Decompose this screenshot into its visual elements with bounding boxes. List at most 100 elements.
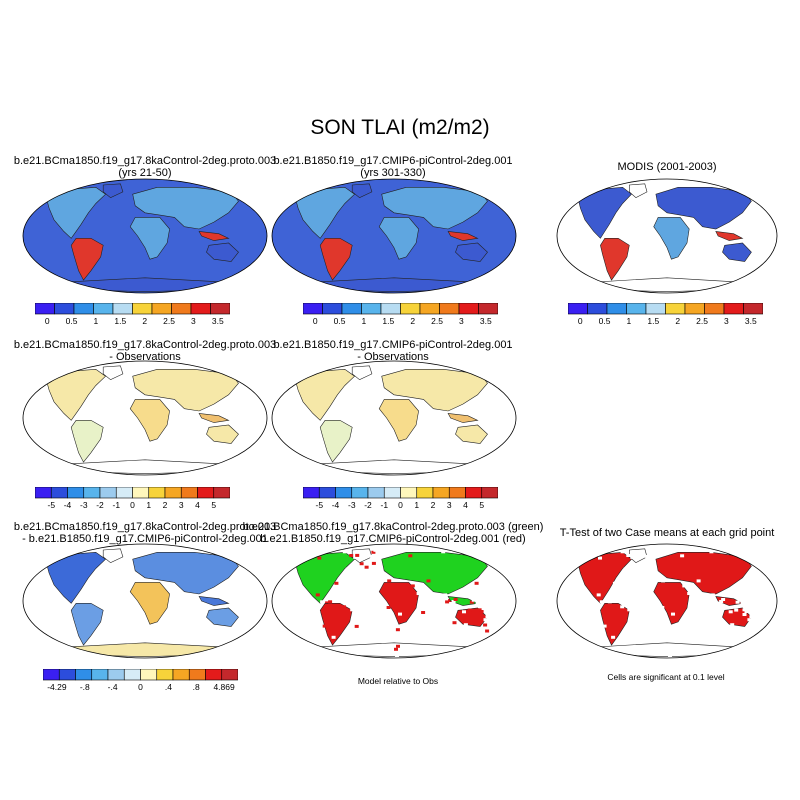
colorbar-tick-label: 0 — [130, 500, 135, 510]
grid-cell — [354, 624, 359, 628]
grid-cell — [371, 550, 376, 554]
colorbar-swatch — [148, 487, 166, 499]
continent-greenland — [351, 183, 373, 199]
colorbar-swatch — [341, 303, 362, 315]
colorbar-tick-label: 3 — [459, 316, 464, 326]
grid-cell — [386, 606, 391, 609]
grid-cell — [741, 651, 745, 655]
grid-cell — [452, 621, 457, 625]
grid-cell — [742, 645, 747, 649]
grid-cell — [476, 648, 481, 652]
colorbar-swatch — [743, 303, 763, 315]
colorbar-swatch — [351, 487, 369, 499]
colorbar-tick-label: 3 — [724, 316, 729, 326]
grid-cell — [607, 600, 612, 604]
grid-cell — [740, 648, 745, 652]
grid-cell — [631, 563, 636, 567]
continent-samerica — [319, 237, 353, 281]
colorbar-swatch — [704, 303, 725, 315]
grid-cell — [742, 613, 747, 616]
grid-cell — [369, 554, 374, 558]
colorbar-tick-label: 2 — [142, 316, 148, 326]
continent-africa — [378, 582, 419, 625]
grid-cell — [733, 587, 738, 591]
colorbar-tick-label: 5 — [211, 500, 217, 510]
colorbar-swatch — [132, 303, 153, 315]
grid-cell — [477, 657, 482, 658]
grid-cell — [353, 555, 358, 559]
grid-cell — [719, 600, 724, 603]
continent-eurasia — [381, 187, 488, 230]
grid-cell — [632, 624, 636, 628]
grid-cell — [394, 647, 398, 651]
colorbar-swatch — [439, 303, 460, 315]
grid-cell — [742, 608, 747, 612]
colorbar-swatch — [115, 487, 133, 499]
grid-cell — [671, 612, 675, 616]
colorbar-swatch — [458, 303, 479, 315]
grid-cell — [599, 600, 604, 604]
colorbar-p4: -5 -4 -3 -2 -1 0 1 2 3 4 5 — [35, 487, 230, 511]
colorbar-tick-label: 1.5 — [114, 316, 127, 326]
continent-eurasia — [132, 187, 239, 230]
grid-cell — [328, 600, 333, 604]
colorbar-swatch — [221, 669, 238, 681]
colorbar-swatch — [197, 487, 215, 499]
grid-cell — [483, 623, 488, 627]
colorbar-tick-label: -4 — [331, 500, 340, 510]
continent-samerica — [70, 237, 104, 281]
grid-cell — [316, 604, 321, 608]
map-panel-p3 — [556, 178, 778, 294]
continent-samerica — [319, 602, 353, 646]
colorbar-p2: 0 0.5 1 1.5 2 2.5 3 3.5 — [303, 303, 498, 327]
colorbar-swatch — [380, 303, 401, 315]
grid-cell — [747, 623, 752, 627]
grid-cell — [373, 548, 378, 552]
grid-cell — [355, 563, 360, 567]
colorbar-tick-label: 0.5 — [65, 316, 78, 326]
colorbar-tick-label: 5 — [479, 500, 485, 510]
colorbar-swatch — [213, 487, 230, 499]
continent-greenland — [102, 365, 124, 381]
colorbar-tick-label: -2 — [96, 500, 104, 510]
colorbar-tick-label: 2 — [410, 316, 416, 326]
grid-cell — [398, 612, 402, 616]
colorbar-tick-label: -1 — [380, 500, 389, 510]
continent-greenland — [102, 183, 124, 199]
grid-cell — [410, 584, 415, 588]
grid-cell — [660, 606, 665, 609]
continent-samerica — [319, 419, 353, 463]
grid-cell — [712, 600, 717, 604]
colorbar-swatch — [190, 303, 211, 315]
colorbar-swatch — [568, 303, 588, 315]
map-outline — [271, 360, 517, 476]
grid-cell — [692, 611, 696, 614]
grid-cell — [359, 562, 364, 566]
colorbar-tick-label: 3.5 — [744, 316, 757, 326]
grid-cell — [645, 554, 649, 558]
grid-cell — [598, 556, 602, 560]
colorbar-swatch — [140, 669, 158, 681]
grid-cell — [375, 592, 380, 596]
grid-cell — [612, 581, 617, 585]
grid-cell — [334, 581, 339, 585]
grid-cell — [340, 634, 345, 638]
grid-cell — [613, 589, 618, 593]
colorbar-tick-label: 2.5 — [431, 316, 444, 326]
grid-cell — [429, 592, 434, 596]
grid-cell — [646, 550, 651, 554]
colorbar-tick-label: 2 — [430, 500, 436, 510]
continent-seasia — [447, 413, 479, 423]
map-outline — [556, 543, 778, 659]
grid-cell — [740, 601, 745, 605]
grid-cell — [668, 655, 672, 658]
colorbar-swatch — [151, 303, 172, 315]
map-outline — [22, 543, 268, 659]
colorbar-tick-label: -4 — [63, 500, 72, 510]
grid-cell — [719, 607, 724, 611]
colorbar-tick-label: 3.5 — [479, 316, 492, 326]
grid-cell — [725, 606, 730, 610]
grid-cell — [623, 567, 628, 571]
continent-australia — [206, 242, 239, 262]
continent-namerica — [46, 551, 107, 604]
